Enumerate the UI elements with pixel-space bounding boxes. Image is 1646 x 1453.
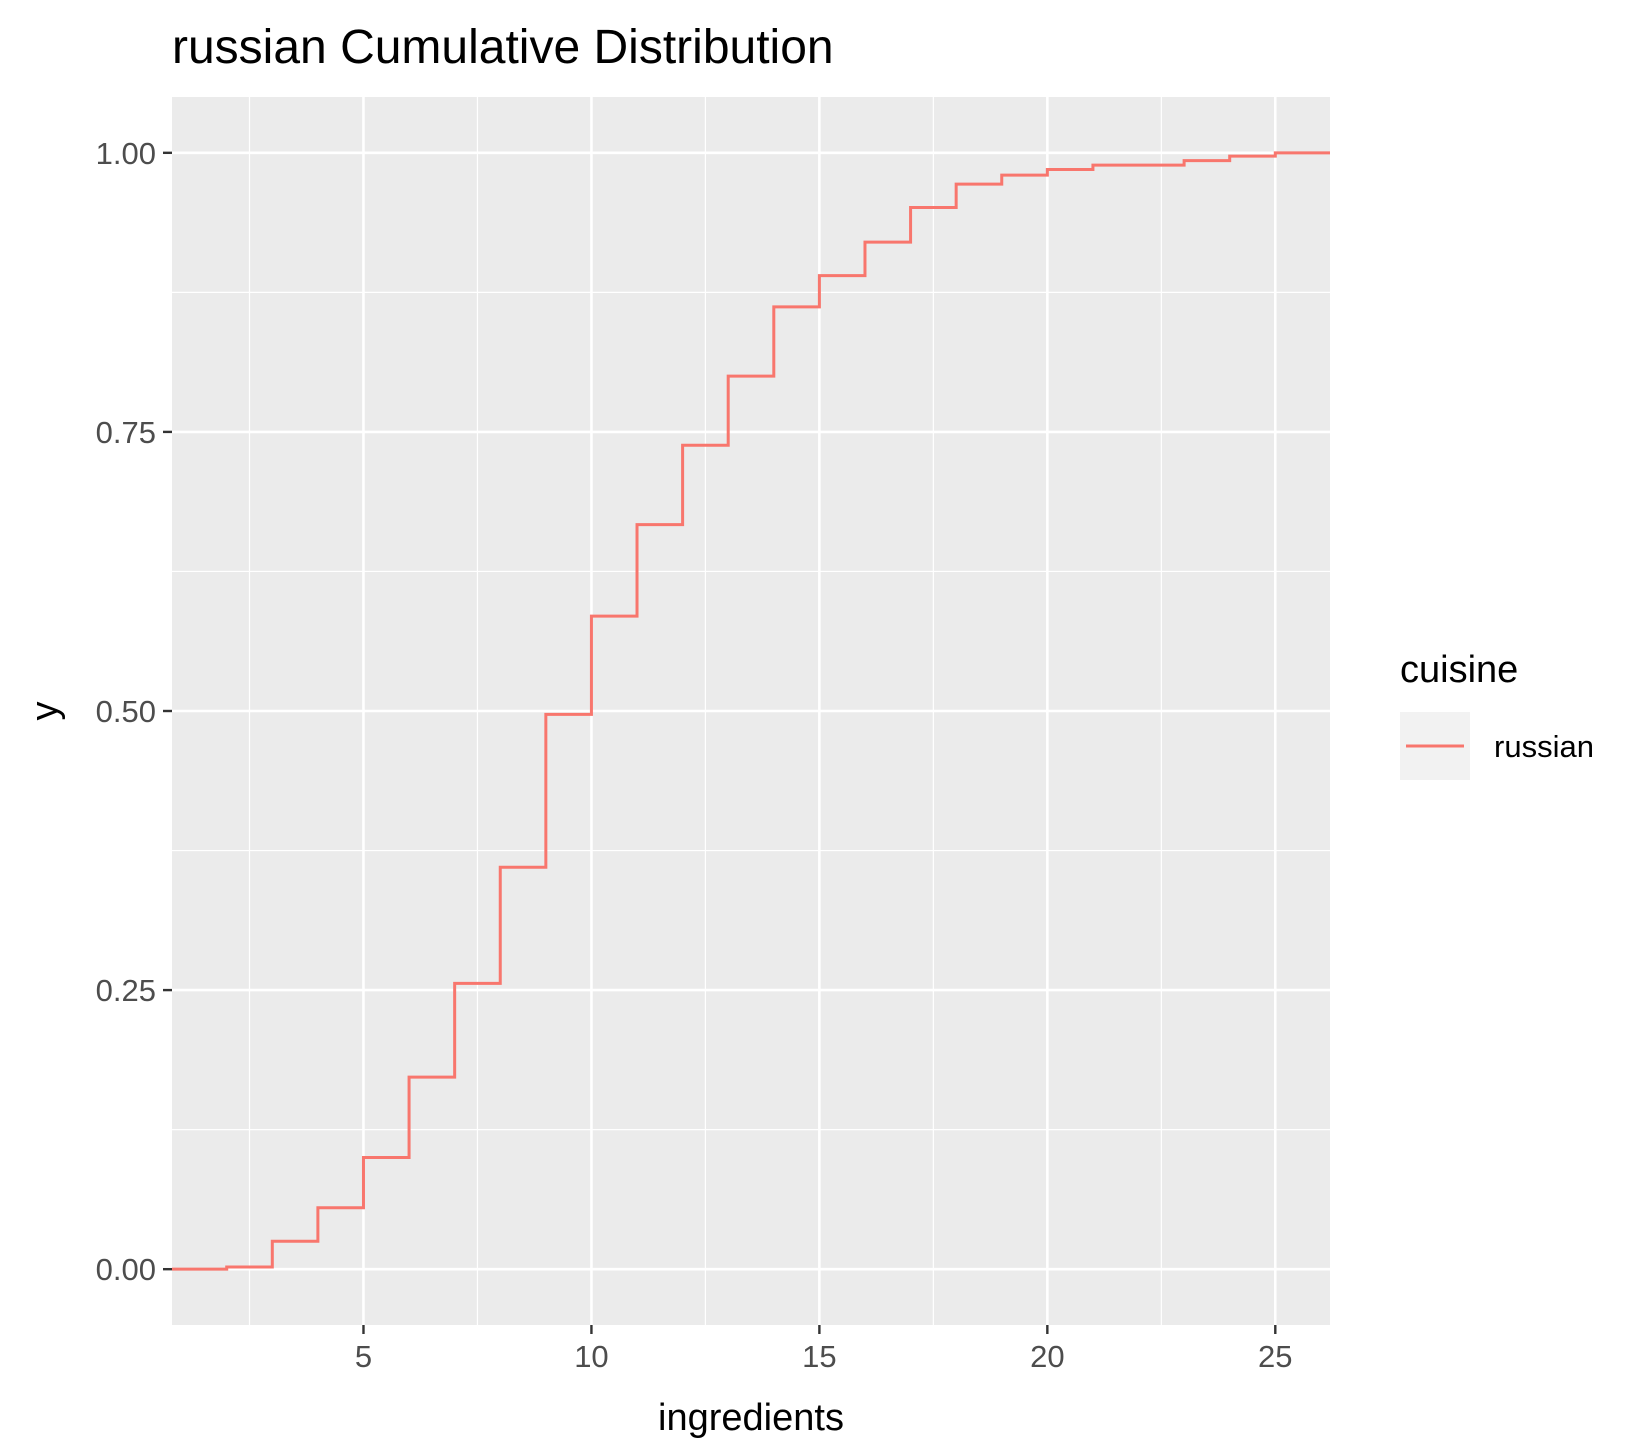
series-line-russian — [172, 151, 1330, 1271]
y-tick-label: 0.75 — [96, 415, 156, 450]
legend-title: cuisine — [1400, 649, 1518, 691]
chart-title: russian Cumulative Distribution — [172, 21, 834, 74]
x-tick-label: 20 — [1030, 1339, 1064, 1374]
x-tick-label: 15 — [802, 1339, 836, 1374]
y-axis-title: y — [24, 702, 66, 721]
x-axis-title: ingredients — [658, 1397, 844, 1439]
legend-label-russian: russian — [1494, 729, 1594, 764]
y-tick-label: 1.00 — [96, 136, 156, 171]
x-tick-label: 5 — [355, 1339, 372, 1374]
x-axis: 5 10 15 20 25 — [355, 1325, 1293, 1374]
legend: cuisine russian — [1400, 649, 1594, 780]
y-axis: 0.00 0.25 0.50 0.75 1.00 — [96, 136, 172, 1287]
x-tick-label: 10 — [574, 1339, 608, 1374]
y-tick-label: 0.50 — [96, 694, 156, 729]
y-tick-label: 0.00 — [96, 1252, 156, 1287]
y-tick-label: 0.25 — [96, 973, 156, 1008]
series-layer — [172, 151, 1330, 1271]
x-tick-label: 25 — [1258, 1339, 1292, 1374]
